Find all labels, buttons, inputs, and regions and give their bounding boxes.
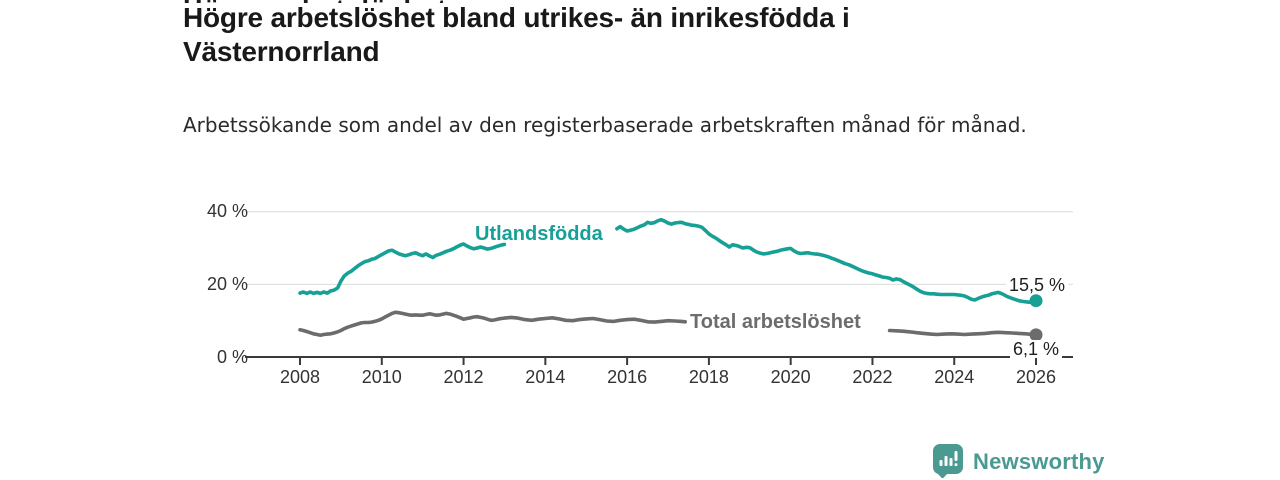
page-subtitle: Arbetssökande som andel av den registerb… <box>183 113 1027 137</box>
series-end-dot-0 <box>1029 294 1043 308</box>
series-line-1 <box>298 310 688 338</box>
x-tick-label: 2012 <box>443 367 484 387</box>
bar-chart-speech-bubble-icon <box>933 444 963 478</box>
x-tick-label: 2014 <box>525 367 566 387</box>
newsworthy-logo[interactable]: Newsworthy <box>933 443 1113 479</box>
x-axis <box>245 356 1073 365</box>
x-tick-label: 2010 <box>361 367 402 387</box>
page-title: Högre arbetslöshet bland utrikes- än inr… <box>183 2 850 67</box>
x-tick-label: 2016 <box>607 367 648 387</box>
value-label-total: 6,1 % <box>1010 340 1063 358</box>
x-tick-label: 2024 <box>934 367 975 387</box>
x-tick-label: 2022 <box>852 367 893 387</box>
y-tick-label: 20 % <box>206 273 248 294</box>
brand-wordmark: Newsworthy <box>973 449 1105 474</box>
clipped-text-artifact: Högre arbetslöshet bland <box>183 0 483 3</box>
value-label-utlandsfodda: 15,5 % <box>1006 276 1069 294</box>
x-tick-label: 2026 <box>1015 367 1057 387</box>
gridlines <box>245 211 1073 285</box>
series-line-0 <box>615 217 1038 305</box>
y-tick-label: 0 % <box>216 346 248 367</box>
series-end-dot-1 <box>1029 328 1043 342</box>
series-label-total-arbetsloshet: Total arbetslöshet <box>690 311 861 333</box>
series-line-0 <box>298 242 507 296</box>
x-tick-label: 2020 <box>770 367 811 387</box>
data-series-lines <box>298 217 1043 342</box>
x-tick-label: 2018 <box>688 367 729 387</box>
y-tick-label: 40 % <box>206 201 248 222</box>
series-line-1 <box>887 328 1038 337</box>
series-label-utlandsfodda: Utlandsfödda <box>475 223 603 245</box>
x-tick-label: 2008 <box>279 367 321 387</box>
